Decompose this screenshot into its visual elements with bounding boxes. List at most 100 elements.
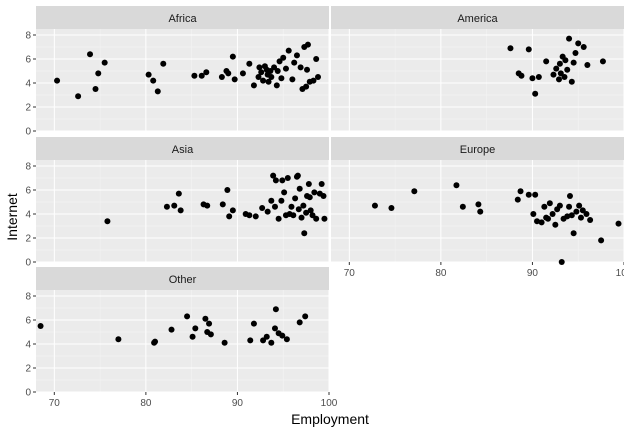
data-point [256, 64, 263, 71]
data-point [268, 74, 275, 80]
facet-strip [36, 137, 329, 160]
data-point [54, 77, 61, 84]
data-point [278, 75, 285, 82]
data-point [543, 58, 550, 65]
y-tick-label: 4 [25, 210, 31, 221]
data-point [525, 191, 532, 198]
plot-panel-background [36, 29, 329, 131]
data-point [250, 320, 257, 327]
facet-strip [36, 6, 329, 29]
facet-panel-africa: Africa 0 2 4 6 8 [25, 6, 330, 138]
data-point [557, 70, 564, 77]
data-point [104, 218, 111, 225]
facet-panel-america: America [331, 6, 624, 132]
data-point [184, 313, 191, 320]
data-point [295, 206, 302, 213]
data-point [555, 76, 562, 83]
facet-strip-label: Africa [168, 13, 197, 25]
data-point [532, 191, 539, 198]
data-point [315, 74, 322, 80]
data-point [371, 202, 378, 209]
data-point [529, 75, 536, 82]
data-point [566, 203, 573, 210]
data-point [573, 208, 580, 215]
data-point [115, 336, 122, 343]
data-point [576, 202, 583, 209]
facet-panel-asia: Asia 0 2 4 6 8 [25, 137, 330, 269]
data-point [517, 188, 524, 195]
data-point [535, 74, 542, 80]
data-point [615, 220, 622, 227]
data-point [219, 201, 226, 208]
data-point [225, 70, 232, 77]
data-point [313, 215, 320, 222]
data-point [297, 64, 304, 71]
data-point [95, 70, 102, 77]
data-point [271, 325, 278, 332]
data-point [189, 333, 196, 340]
data-point [279, 177, 286, 184]
data-point [282, 65, 289, 72]
data-point [264, 208, 271, 215]
data-point [160, 60, 167, 67]
data-point [276, 58, 283, 65]
data-point [177, 207, 184, 214]
data-point [552, 221, 559, 228]
data-point [459, 203, 466, 210]
data-point [475, 201, 482, 208]
data-point [541, 203, 548, 210]
data-point [296, 319, 303, 326]
x-tick-label: 100 [616, 268, 624, 279]
data-point [218, 74, 225, 80]
y-tick-label: 2 [25, 103, 31, 114]
data-point [283, 336, 290, 343]
data-point [171, 202, 178, 209]
data-point [306, 194, 313, 201]
data-point [303, 83, 310, 90]
x-tick-label: 100 [321, 398, 338, 409]
data-point [564, 213, 571, 220]
x-tick-label: 70 [344, 268, 356, 279]
data-point [265, 78, 272, 85]
data-point [191, 72, 198, 79]
data-point [250, 82, 257, 89]
y-tick-label: 2 [25, 234, 31, 245]
data-point [550, 71, 557, 78]
data-point [579, 207, 586, 214]
data-point [549, 211, 556, 217]
data-point [260, 77, 267, 84]
data-point [290, 212, 297, 219]
data-point [206, 320, 213, 327]
data-point [278, 197, 285, 204]
data-point [224, 187, 231, 193]
data-point [566, 35, 573, 42]
data-point [279, 332, 286, 339]
y-tick-label: 8 [25, 31, 31, 42]
data-point [534, 218, 541, 225]
data-point [150, 77, 157, 84]
facet-strip-label: Asia [172, 144, 194, 156]
data-point [313, 56, 320, 62]
y-tick-label: 6 [25, 186, 31, 197]
data-point [291, 59, 298, 66]
data-point [599, 58, 606, 65]
data-point [163, 203, 170, 210]
data-point [258, 69, 265, 76]
data-point [246, 60, 253, 67]
data-point [272, 306, 279, 313]
data-point [584, 62, 591, 68]
data-point [255, 74, 262, 80]
data-point [311, 189, 318, 196]
data-point [288, 203, 295, 210]
data-point [411, 188, 418, 195]
facet-strip-label: Europe [460, 144, 495, 156]
data-point [289, 76, 296, 83]
data-point [271, 64, 278, 71]
data-point [300, 202, 307, 209]
data-point [152, 338, 159, 345]
data-point [229, 207, 236, 214]
data-point [260, 337, 267, 344]
data-point [556, 60, 563, 67]
data-point [556, 202, 563, 209]
